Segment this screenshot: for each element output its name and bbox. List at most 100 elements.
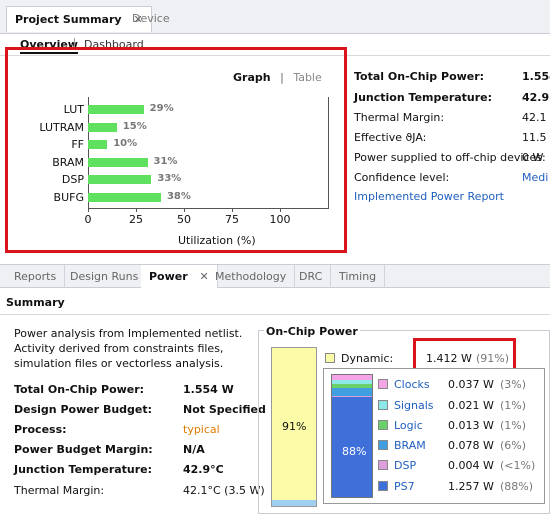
summary-label: Junction Temperature: <box>14 463 153 476</box>
summary-top-value: 42.1 <box>522 111 547 124</box>
dynamic-swatch <box>325 353 335 363</box>
x-axis-title: Utilization (%) <box>178 234 256 247</box>
toggle-separator: | <box>280 71 284 84</box>
tab-methodology[interactable]: Methodology <box>207 265 296 288</box>
summary-top-label: Confidence level: <box>354 171 450 184</box>
bar-lut[interactable] <box>88 105 144 114</box>
tab-device[interactable]: Device <box>124 6 178 32</box>
value-label: 29% <box>149 103 174 114</box>
legend-value: 1.257 W <box>448 480 494 493</box>
legend-pct: (1%) <box>500 419 527 432</box>
category-label: LUTRAM <box>39 120 84 134</box>
x-tick-mark <box>88 208 89 212</box>
x-tick-label: 0 <box>84 213 92 226</box>
legend-bram-link[interactable]: BRAM <box>394 439 426 452</box>
x-tick-mark <box>232 208 233 212</box>
dynamic-label: Dynamic: <box>341 352 394 365</box>
summary-label: Total On-Chip Power: <box>14 383 145 396</box>
summary-label: Power Budget Margin: <box>14 443 153 456</box>
right-axis-line <box>328 97 329 209</box>
summary-value: N/A <box>183 443 205 456</box>
summary-value: 42.1°C (3.5 W) <box>183 484 265 497</box>
summary-description: Power analysis from Implemented netlist.… <box>14 327 243 370</box>
signals-segment <box>332 380 372 384</box>
summary-value[interactable]: typical <box>183 423 220 436</box>
y-axis-line <box>88 97 89 209</box>
legend-dsp-link[interactable]: DSP <box>394 459 417 472</box>
static-power-segment <box>272 500 316 506</box>
tab-design-runs[interactable]: Design Runs <box>62 265 148 288</box>
tab-project-summary[interactable]: Project Summary ✕ <box>6 6 152 32</box>
bram-segment <box>332 388 372 396</box>
summary-top-label: Effective ϑJA: <box>354 131 427 144</box>
x-tick-mark <box>280 208 281 212</box>
close-icon[interactable]: ✕ <box>199 270 209 283</box>
legend-value: 0.078 W <box>448 439 494 452</box>
dynamic-pct: (91%) <box>476 352 510 365</box>
summary-top-value: 1.554 <box>522 70 550 83</box>
legend-swatch <box>378 440 388 450</box>
tab-label: Device <box>132 12 170 25</box>
summary-label: Thermal Margin: <box>14 484 105 497</box>
summary-top-label: Power supplied to off-chip devices: <box>354 151 546 164</box>
divider <box>0 314 550 315</box>
legend-clocks-link[interactable]: Clocks <box>394 378 430 391</box>
legend-swatch <box>378 400 388 410</box>
bar-ff[interactable] <box>88 140 108 149</box>
implemented-power-report-link[interactable]: Implemented Power Report <box>354 190 504 203</box>
bar-dsp[interactable] <box>88 175 152 184</box>
utilization-bar-chart: LUT 29% LUTRAM 15% FF 10% BRAM 31% DSP 33% BUFG 38%… <box>39 97 329 226</box>
summary-value: 42.9°C <box>183 463 224 476</box>
summary-value: 1.554 W <box>183 383 234 396</box>
summary-label: Design Power Budget: <box>14 403 153 416</box>
legend-logic-link[interactable]: Logic <box>394 419 423 432</box>
legend-value: 0.004 W <box>448 459 494 472</box>
tab-drc[interactable]: DRC <box>291 265 332 288</box>
category-label: DSP <box>61 173 84 186</box>
legend-swatch <box>378 460 388 470</box>
summary-top-value: 42.9 <box>522 91 550 104</box>
bar-bram[interactable] <box>88 157 148 167</box>
x-tick-label: 100 <box>269 213 291 226</box>
bar-lutram[interactable] <box>88 122 117 132</box>
summary-label: Process: <box>14 423 67 436</box>
category-label: BUFG <box>53 190 84 204</box>
x-tick-label: 75 <box>225 213 239 226</box>
tab-reports[interactable]: Reports <box>6 265 66 288</box>
total-bar-label: 91% <box>282 420 307 433</box>
summary-top-value: 0 W <box>522 151 544 164</box>
tab-label: Power <box>149 270 188 283</box>
inner-bar-label: 88% <box>342 445 367 458</box>
value-label: 31% <box>153 155 178 167</box>
legend-ps7-link[interactable]: PS7 <box>394 480 415 493</box>
total-power-bar <box>271 347 317 507</box>
graph-toggle[interactable]: Graph <box>233 71 271 84</box>
summary-top-label: Total On-Chip Power: <box>354 70 485 83</box>
top-tab-bar: Project Summary ✕ Device <box>0 0 550 34</box>
tab-power[interactable]: Power ✕ <box>141 265 218 288</box>
summary-value: Not Specified <box>183 403 266 416</box>
summary-top-label: Junction Temperature: <box>354 91 493 104</box>
value-label: 38% <box>166 190 191 202</box>
legend-value: 0.013 W <box>448 419 494 432</box>
ps7-segment <box>332 397 372 497</box>
category-label: BRAM <box>52 155 84 169</box>
legend-signals-link[interactable]: Signals <box>394 399 434 412</box>
bar-bufg[interactable] <box>88 192 161 202</box>
tab-timing[interactable]: Timing <box>331 265 386 288</box>
summary-top-value: 11.5 <box>522 131 547 144</box>
x-axis-line <box>88 208 328 209</box>
table-toggle[interactable]: Table <box>293 71 322 84</box>
dynamic-highlight-box <box>413 338 516 372</box>
x-tick-label: 25 <box>129 213 143 226</box>
dynamic-value: 1.412 W <box>426 352 472 365</box>
tab-label: Project Summary <box>15 13 122 26</box>
x-tick-mark <box>184 208 185 212</box>
legend-value: 0.021 W <box>448 399 494 412</box>
value-label: 33% <box>157 173 182 184</box>
close-icon[interactable]: ✕ <box>133 13 143 26</box>
value-label: 10% <box>113 138 138 149</box>
legend-swatch <box>378 481 388 491</box>
divider <box>74 38 75 50</box>
summary-top-value[interactable]: Medi <box>522 171 549 184</box>
